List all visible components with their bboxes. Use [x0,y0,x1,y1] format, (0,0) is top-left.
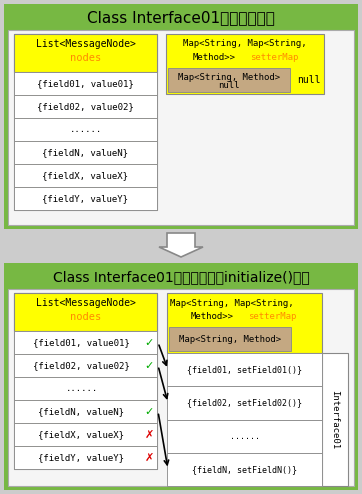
Polygon shape [159,233,203,257]
Text: ✓: ✓ [144,407,154,416]
Bar [14,331,157,354]
Text: Class Interface01（第一次执行initialize()后）: Class Interface01（第一次执行initialize()后） [52,270,310,284]
Text: {fieldX, valueX}: {fieldX, valueX} [42,171,129,180]
Text: nodes: nodes [70,312,101,322]
Text: Method>>: Method>> [190,312,233,321]
Text: {field01, value01}: {field01, value01} [37,79,134,88]
Bar [14,400,157,423]
Bar [14,34,157,72]
Text: {field02, value02}: {field02, value02} [33,361,130,370]
Bar [14,141,157,164]
Bar [4,4,358,229]
Text: Map<String, Map<String,: Map<String, Map<String, [170,298,293,307]
Text: setterMap: setterMap [250,52,298,61]
Bar [167,386,322,419]
Bar [14,354,157,377]
Bar [14,293,157,331]
Bar [167,353,322,386]
Bar [14,446,157,469]
Text: {fieldN, valueN}: {fieldN, valueN} [38,407,125,416]
Text: {fieldN, valueN}: {fieldN, valueN} [42,148,129,157]
Bar [167,419,322,453]
Bar [167,453,322,486]
Text: ......: ...... [230,432,260,441]
Bar [4,263,358,490]
Bar [8,30,354,225]
Text: List<MessageNode>: List<MessageNode> [35,298,135,308]
Text: ✗: ✗ [144,429,154,440]
Text: {fieldY, valueY}: {fieldY, valueY} [42,194,129,203]
Bar [14,377,157,400]
Bar [8,289,354,486]
Text: Map<String, Map<String,: Map<String, Map<String, [183,40,307,48]
Text: Map<String, Method>: Map<String, Method> [179,334,281,343]
Bar [14,118,157,141]
Bar [167,293,322,353]
Bar [166,34,324,94]
Text: List<MessageNode>: List<MessageNode> [35,39,135,49]
Text: {field01, setField01()}: {field01, setField01()} [187,365,302,374]
Bar [14,164,157,187]
Text: Map<String, Method>: Map<String, Method> [178,73,280,82]
Text: ✗: ✗ [144,453,154,462]
Bar [14,187,157,210]
Bar [168,68,290,92]
Text: setterMap: setterMap [248,312,296,321]
Text: Class Interface01（初始状态）: Class Interface01（初始状态） [87,10,275,26]
Bar [14,423,157,446]
Text: {field02, value02}: {field02, value02} [37,102,134,111]
Bar [322,353,348,486]
Text: Interface01: Interface01 [331,390,340,449]
Text: {fieldX, valueX}: {fieldX, valueX} [38,430,125,439]
Text: {fieldY, valueY}: {fieldY, valueY} [38,453,125,462]
Text: nodes: nodes [70,53,101,63]
Text: {field02, setField02()}: {field02, setField02()} [187,398,302,408]
Bar [14,72,157,95]
Text: ......: ...... [70,125,102,134]
Bar [169,327,291,351]
Text: ✓: ✓ [144,337,154,347]
Text: null: null [218,82,240,90]
Bar [14,293,157,469]
Bar [14,95,157,118]
Text: Method>>: Method>> [193,52,236,61]
Text: ......: ...... [66,384,98,393]
Text: {field01, value01}: {field01, value01} [33,338,130,347]
Text: {fieldN, setFieldN()}: {fieldN, setFieldN()} [192,465,297,474]
Text: ✓: ✓ [144,361,154,370]
Text: null: null [297,75,321,85]
Bar [14,34,157,210]
